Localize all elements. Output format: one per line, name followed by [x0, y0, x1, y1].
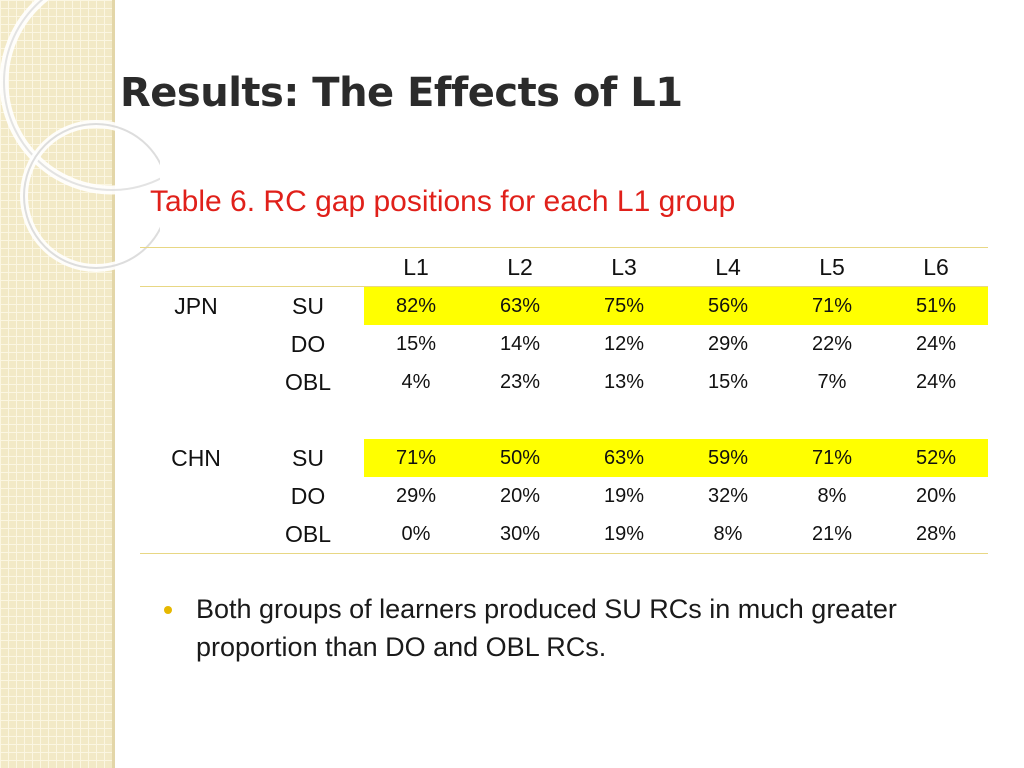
table-cell: 71%: [780, 286, 884, 325]
group-label: JPN: [174, 292, 218, 319]
table-cell: 14%: [499, 332, 541, 355]
table-row: DO 29% 20% 19% 32% 8% 20%: [140, 477, 988, 515]
table-cell: 0%: [401, 522, 431, 545]
table-row: OBL 0% 30% 19% 8% 21% 28%: [140, 515, 988, 554]
decorative-ring-inner-shade: [23, 123, 160, 269]
table-cell: 29%: [707, 332, 749, 355]
table-cell: 19%: [603, 484, 645, 507]
table-cell: 19%: [603, 522, 645, 545]
table-caption: Table 6. RC gap positions for each L1 gr…: [150, 185, 736, 218]
table-cell: 28%: [915, 522, 957, 545]
table-cell: 12%: [603, 332, 645, 355]
header-group: [140, 248, 252, 287]
table-cell: 15%: [395, 332, 437, 355]
position-label: SU: [292, 292, 324, 319]
column-header: L6: [923, 253, 949, 280]
table-cell: 8%: [817, 484, 847, 507]
table-cell: 50%: [468, 439, 572, 477]
header-row: L1 L2 L3 L4 L5 L6: [140, 247, 988, 287]
table-cell: 52%: [884, 439, 988, 477]
slide-title: Results: The Effects of L1: [120, 70, 683, 116]
table-cell: 24%: [915, 370, 957, 393]
group-label-empty: [140, 515, 252, 554]
spacer-cell: [140, 401, 988, 439]
table-cell: 7%: [817, 370, 847, 393]
position-label: OBL: [284, 520, 332, 547]
table-cell: 24%: [915, 332, 957, 355]
table-cell: 75%: [572, 286, 676, 325]
column-header: L5: [819, 253, 845, 280]
table-cell: 13%: [603, 370, 645, 393]
bullet-item: Both groups of learners produced SU RCs …: [162, 590, 982, 666]
table-row: JPN SU 82% 63% 75% 56% 71% 51%: [140, 286, 988, 325]
group-label: CHN: [171, 444, 221, 471]
table-cell: 32%: [707, 484, 749, 507]
table-cell: 8%: [713, 522, 743, 545]
table-cell: 51%: [884, 286, 988, 325]
table-cell: 22%: [811, 332, 853, 355]
column-header: L3: [611, 253, 637, 280]
table-cell: 63%: [468, 286, 572, 325]
position-label: DO: [290, 330, 326, 357]
group-label-empty: [140, 363, 252, 401]
sidebar-edge: [112, 0, 115, 768]
table-cell: 21%: [811, 522, 853, 545]
bullet-text: Both groups of learners produced SU RCs …: [196, 594, 897, 662]
decorative-rings: [0, 0, 160, 272]
table-cell: 29%: [395, 484, 437, 507]
table-cell: 63%: [572, 439, 676, 477]
table-cell: 59%: [676, 439, 780, 477]
group-spacer-row: [140, 401, 988, 439]
table-cell: 71%: [780, 439, 884, 477]
column-header: L1: [403, 253, 429, 280]
bullet-list: Both groups of learners produced SU RCs …: [162, 590, 982, 666]
bullet-dot-icon: [164, 606, 172, 614]
column-header: L2: [507, 253, 533, 280]
group-label-empty: [140, 477, 252, 515]
table-cell: 15%: [707, 370, 749, 393]
table-cell: 4%: [401, 370, 431, 393]
table-cell: 30%: [499, 522, 541, 545]
group-label-empty: [140, 325, 252, 363]
table-row: OBL 4% 23% 13% 15% 7% 24%: [140, 363, 988, 401]
table-cell: 71%: [364, 439, 468, 477]
table-cell: 82%: [364, 286, 468, 325]
position-label: SU: [292, 444, 324, 471]
position-label: DO: [290, 482, 326, 509]
decorative-ring-outer-shade: [3, 0, 160, 191]
table-cell: 20%: [499, 484, 541, 507]
column-header: L4: [715, 253, 741, 280]
table-cell: 23%: [499, 370, 541, 393]
table-row: DO 15% 14% 12% 29% 22% 24%: [140, 325, 988, 363]
table-cell: 20%: [915, 484, 957, 507]
rc-gap-table: L1 L2 L3 L4 L5 L6 JPN SU 82% 63% 75% 56%…: [140, 247, 988, 554]
header-position: [252, 248, 364, 287]
table-row: CHN SU 71% 50% 63% 59% 71% 52%: [140, 439, 988, 477]
position-label: OBL: [284, 368, 332, 395]
table-cell: 56%: [676, 286, 780, 325]
